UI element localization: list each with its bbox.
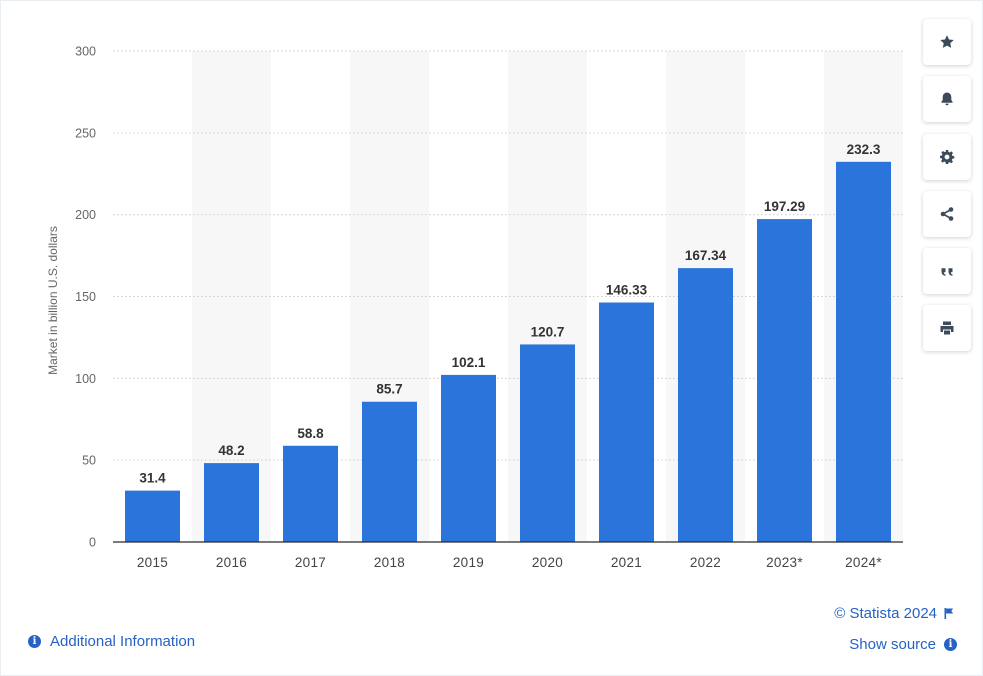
info-icon: i bbox=[944, 638, 957, 651]
y-tick-label: 150 bbox=[75, 290, 96, 304]
y-tick-label: 200 bbox=[75, 208, 96, 222]
show-source-link[interactable]: Show source i bbox=[849, 636, 957, 653]
bar bbox=[362, 401, 417, 542]
data-label: 167.34 bbox=[685, 248, 727, 263]
bar bbox=[836, 161, 891, 542]
x-tick-label: 2024* bbox=[845, 555, 882, 570]
settings-button[interactable] bbox=[923, 133, 971, 180]
data-label: 58.8 bbox=[297, 426, 324, 441]
additional-information-link[interactable]: i Additional Information bbox=[28, 633, 195, 650]
notification-button[interactable] bbox=[923, 76, 971, 123]
y-tick-label: 300 bbox=[75, 45, 96, 59]
side-toolbar bbox=[923, 19, 971, 363]
x-tick-label: 2018 bbox=[374, 555, 405, 570]
bar bbox=[204, 463, 259, 542]
x-tick-label: 2016 bbox=[216, 555, 247, 570]
data-label: 102.1 bbox=[452, 355, 486, 370]
data-label: 31.4 bbox=[139, 471, 166, 486]
printer-icon bbox=[940, 321, 954, 335]
y-tick-label: 250 bbox=[75, 126, 96, 140]
y-tick-label: 100 bbox=[75, 372, 96, 386]
x-tick-label: 2017 bbox=[295, 555, 326, 570]
info-icon: i bbox=[28, 635, 41, 648]
bar bbox=[283, 445, 338, 542]
bar bbox=[125, 490, 180, 542]
bar bbox=[678, 268, 733, 542]
additional-information-label: Additional Information bbox=[50, 633, 196, 650]
x-tick-label: 2019 bbox=[453, 555, 484, 570]
data-label: 197.29 bbox=[764, 199, 805, 214]
star-icon bbox=[940, 35, 954, 48]
y-tick-label: 50 bbox=[82, 454, 96, 468]
bar bbox=[520, 344, 575, 542]
data-label: 48.2 bbox=[218, 443, 244, 458]
data-label: 85.7 bbox=[376, 382, 402, 397]
copyright-label: © Statista 2024 bbox=[834, 605, 937, 622]
print-button[interactable] bbox=[923, 305, 971, 352]
favorite-button[interactable] bbox=[923, 19, 971, 65]
y-tick-label: 0 bbox=[89, 536, 96, 550]
show-source-label: Show source bbox=[849, 636, 936, 653]
x-tick-label: 2023* bbox=[766, 555, 803, 570]
data-label: 146.33 bbox=[606, 283, 648, 298]
gear-icon bbox=[940, 149, 955, 164]
data-label: 232.3 bbox=[847, 142, 881, 157]
cite-button[interactable] bbox=[923, 248, 971, 295]
x-tick-label: 2020 bbox=[532, 555, 563, 570]
flag-icon bbox=[944, 608, 954, 619]
share-icon bbox=[940, 207, 954, 221]
statista-copyright-link[interactable]: © Statista 2024 bbox=[834, 605, 954, 622]
x-tick-label: 2022 bbox=[690, 555, 721, 570]
x-tick-label: 2015 bbox=[137, 555, 168, 570]
bar bbox=[599, 302, 654, 542]
share-button[interactable] bbox=[923, 190, 971, 237]
y-axis-title: Market in billion U.S. dollars bbox=[46, 226, 60, 375]
x-tick-label: 2021 bbox=[611, 555, 642, 570]
bar bbox=[757, 219, 812, 542]
bell-icon bbox=[941, 92, 953, 106]
bar bbox=[441, 374, 496, 542]
bar-chart: 0 50 100 150 200 250 300 31.4 2015 48.2 2016 58.8 20… bbox=[46, 45, 903, 570]
quote-icon bbox=[941, 268, 953, 276]
data-label: 120.7 bbox=[531, 324, 565, 339]
